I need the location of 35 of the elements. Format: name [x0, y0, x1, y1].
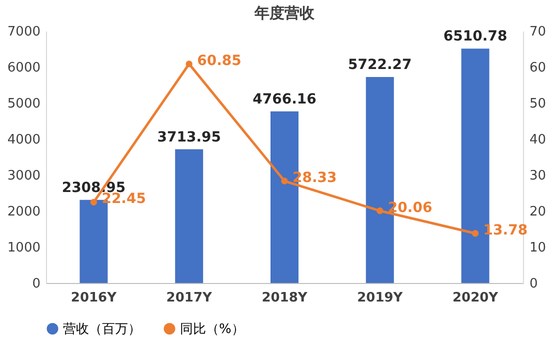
data-label: 6510.78 — [443, 28, 508, 45]
y2-tick-label: 20 — [530, 204, 546, 220]
chart-title: 年度营收 — [254, 4, 316, 22]
y2-tick-label: 40 — [530, 132, 546, 148]
x-tick-label: 2019Y — [357, 290, 404, 306]
y-tick-label: 1000 — [7, 240, 40, 256]
y2-tick-label: 60 — [530, 60, 546, 76]
y-tick-label: 6000 — [7, 60, 40, 76]
x-tick-label: 2017Y — [166, 290, 212, 306]
x-tick-label: 2016Y — [70, 290, 118, 306]
y2-tick-label: 70 — [530, 24, 546, 40]
bar — [175, 149, 204, 283]
point — [376, 207, 384, 214]
data-label: 4766.16 — [252, 91, 316, 108]
point — [186, 60, 192, 68]
y2-tick-label: 10 — [530, 240, 546, 256]
legend-label: 同比（%） — [180, 322, 244, 337]
x-tick-label: 2018Y — [262, 290, 308, 306]
point — [281, 178, 288, 184]
legend-label: 营收（百万） — [63, 322, 141, 337]
y2-tick-label: 50 — [530, 96, 546, 112]
y-tick-label: 2000 — [7, 204, 40, 220]
point — [472, 230, 479, 237]
y-tick-label: 7000 — [7, 24, 40, 40]
y-tick-label: 0 — [32, 276, 40, 292]
data-label: 60.85 — [197, 52, 242, 69]
y-tick-label: 3000 — [7, 168, 40, 184]
y2-tick-label: 0 — [530, 276, 538, 292]
data-label: 3713.95 — [157, 129, 221, 146]
point — [90, 198, 98, 206]
data-label: 5722.27 — [348, 57, 412, 73]
y-tick-label: 4000 — [7, 132, 40, 148]
y2-tick-label: 30 — [530, 168, 546, 184]
x-tick-label: 2020Y — [452, 290, 499, 306]
y-tick-label: 5000 — [7, 96, 40, 112]
